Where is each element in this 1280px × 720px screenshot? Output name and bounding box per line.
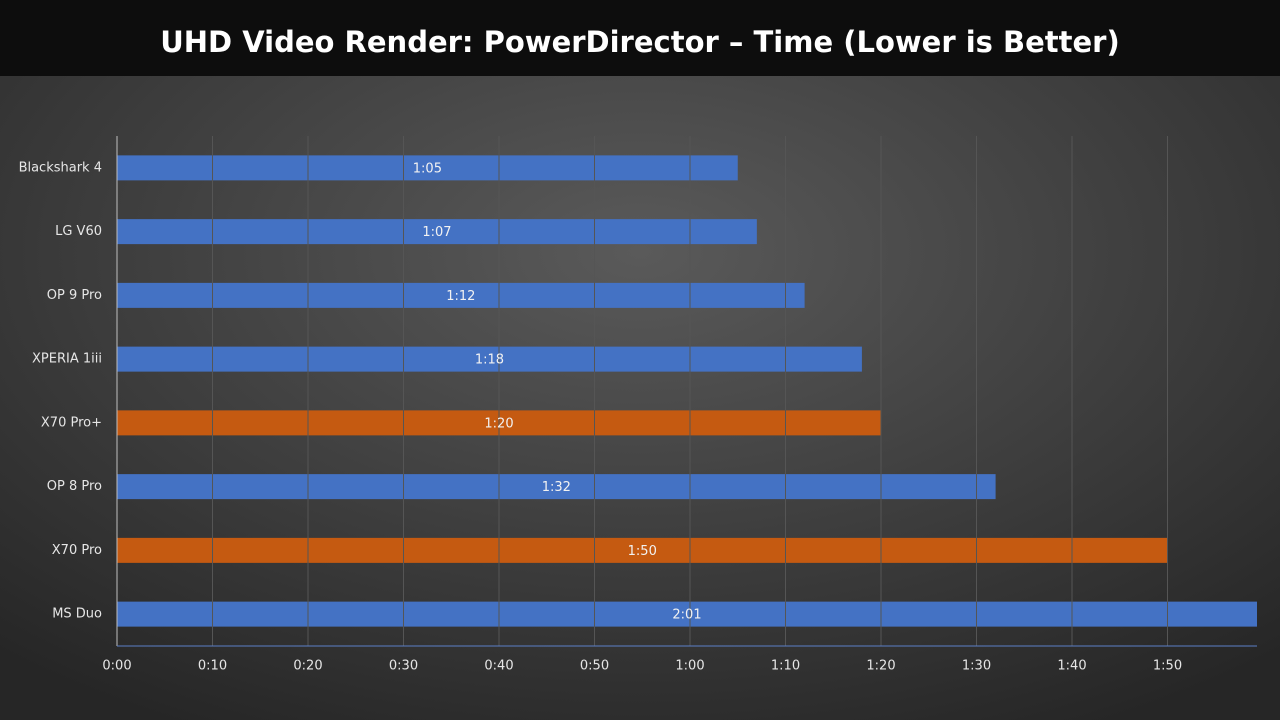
x-tick-label: 0:50 [580,659,609,674]
value-label: 1:20 [484,416,513,431]
x-tick-label: 0:10 [198,659,227,674]
category-label: LG V60 [55,224,102,239]
chart-title: UHD Video Render: PowerDirector – Time (… [160,25,1120,59]
value-label: 1:12 [446,289,475,304]
x-tick-label: 1:00 [675,659,704,674]
x-tick-label: 0:20 [293,659,322,674]
value-label: 1:32 [542,480,571,495]
x-tick-label: 0:40 [484,659,513,674]
x-tick-label: 1:20 [866,659,895,674]
x-tick-label: 1:10 [771,659,800,674]
category-label: MS Duo [52,607,102,622]
value-label: 1:50 [628,544,657,559]
bar [117,155,738,181]
category-label: XPERIA 1iii [32,352,102,367]
x-tick-label: 1:30 [962,659,991,674]
category-label: OP 9 Pro [47,288,102,303]
x-tick-label: 1:50 [1153,659,1182,674]
plot-area [117,155,1257,627]
value-label: 1:05 [413,161,442,176]
category-label: X70 Pro+ [41,415,102,430]
x-tick-label: 0:00 [102,659,131,674]
category-label: X70 Pro [52,543,102,558]
x-tick-label: 1:40 [1057,659,1086,674]
category-label: Blackshark 4 [19,160,102,175]
value-label: 2:01 [672,608,701,623]
value-label: 1:07 [422,225,451,240]
title-bar [0,0,1280,76]
bar [117,346,862,372]
bar [117,601,1257,627]
value-label: 1:18 [475,353,504,368]
bar [117,474,996,500]
bar [117,537,1168,563]
x-tick-label: 0:30 [389,659,418,674]
category-label: OP 8 Pro [47,479,102,494]
bar [117,219,757,245]
